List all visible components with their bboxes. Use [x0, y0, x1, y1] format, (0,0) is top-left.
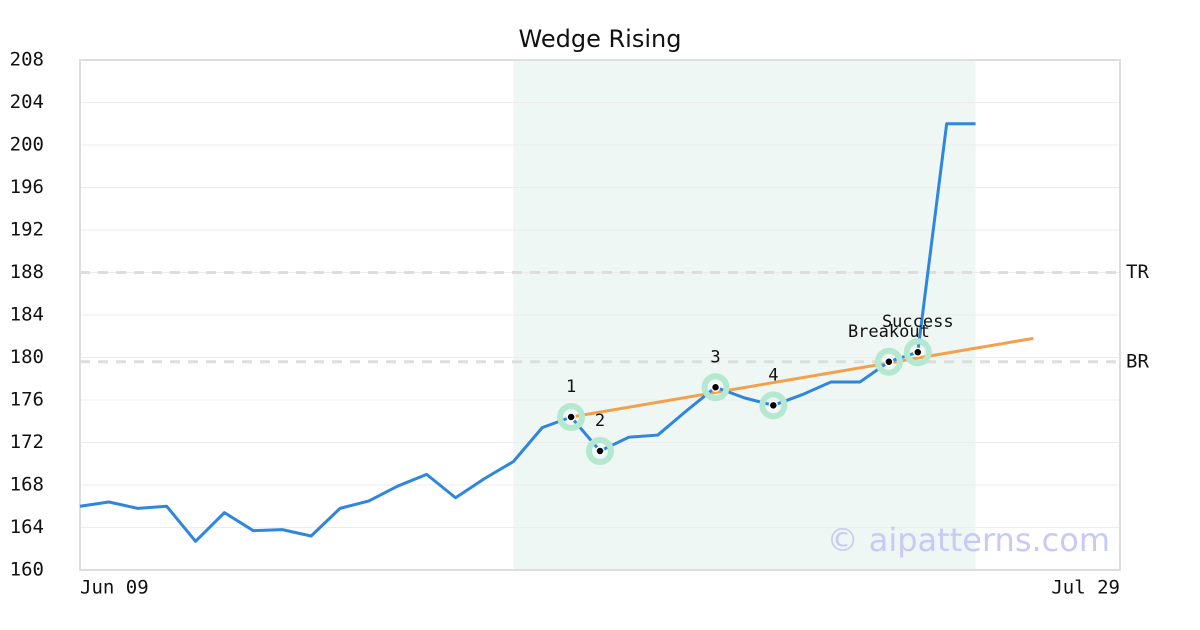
level-label: TR [1126, 261, 1149, 283]
point-label: 3 [710, 347, 720, 367]
level-label: BR [1126, 350, 1149, 372]
trend-line [570, 336, 1034, 419]
point-halo [701, 373, 730, 402]
point-label: 1 [566, 377, 576, 397]
point-halo [759, 391, 788, 420]
chart-title: Wedge Rising [519, 25, 682, 53]
y-tick-label: 160 [10, 559, 44, 581]
y-tick-label: 176 [10, 389, 44, 411]
y-tick-label: 168 [10, 474, 44, 496]
y-tick-label: 192 [10, 219, 44, 241]
point-dot [913, 347, 923, 357]
y-tick-label: 164 [10, 516, 44, 538]
point-dot [595, 446, 605, 456]
point-halo [557, 403, 586, 431]
x-tick-label: Jun 09 [80, 577, 149, 599]
point-dot [710, 382, 721, 392]
y-tick-label: 188 [10, 261, 44, 283]
x-tick-label: Jul 29 [1051, 577, 1120, 599]
watermark: © aipatterns.com [827, 521, 1110, 559]
y-tick-label: 196 [10, 176, 44, 198]
plot-frame [79, 59, 1121, 571]
y-tick-label: 184 [10, 304, 44, 326]
point-label: Breakout [848, 322, 930, 342]
point-dot [768, 400, 779, 411]
point-halo [903, 338, 932, 367]
price-line [79, 122, 976, 543]
point-halo [586, 437, 614, 465]
point-dot [566, 412, 576, 422]
point-halo [874, 347, 903, 376]
point-label: 4 [768, 365, 778, 385]
point-label: 2 [595, 411, 605, 431]
point-dot [884, 357, 894, 367]
y-tick-label: 172 [10, 431, 44, 453]
y-tick-label: 204 [10, 91, 44, 113]
y-tick-label: 208 [10, 49, 44, 71]
point-label: Success [882, 312, 954, 332]
y-tick-label: 180 [10, 346, 44, 368]
y-tick-label: 200 [10, 134, 44, 156]
